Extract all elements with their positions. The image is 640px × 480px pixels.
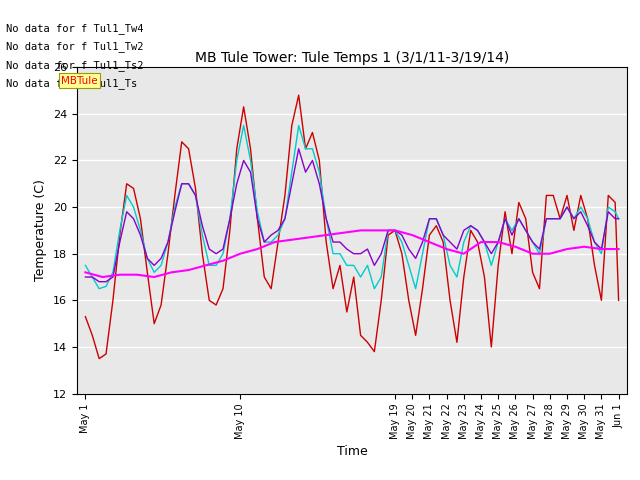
Text: MBTule: MBTule <box>61 75 97 85</box>
Title: MB Tule Tower: Tule Temps 1 (3/1/11-3/19/14): MB Tule Tower: Tule Temps 1 (3/1/11-3/19… <box>195 51 509 65</box>
Text: No data for f Tul1_Ts: No data for f Tul1_Ts <box>6 78 138 89</box>
X-axis label: Time: Time <box>337 445 367 458</box>
Text: No data for f Tul1_Ts2: No data for f Tul1_Ts2 <box>6 60 144 71</box>
Text: No data for f Tul1_Tw4: No data for f Tul1_Tw4 <box>6 23 144 34</box>
Text: No data for f Tul1_Tw2: No data for f Tul1_Tw2 <box>6 41 144 52</box>
Y-axis label: Temperature (C): Temperature (C) <box>35 180 47 281</box>
